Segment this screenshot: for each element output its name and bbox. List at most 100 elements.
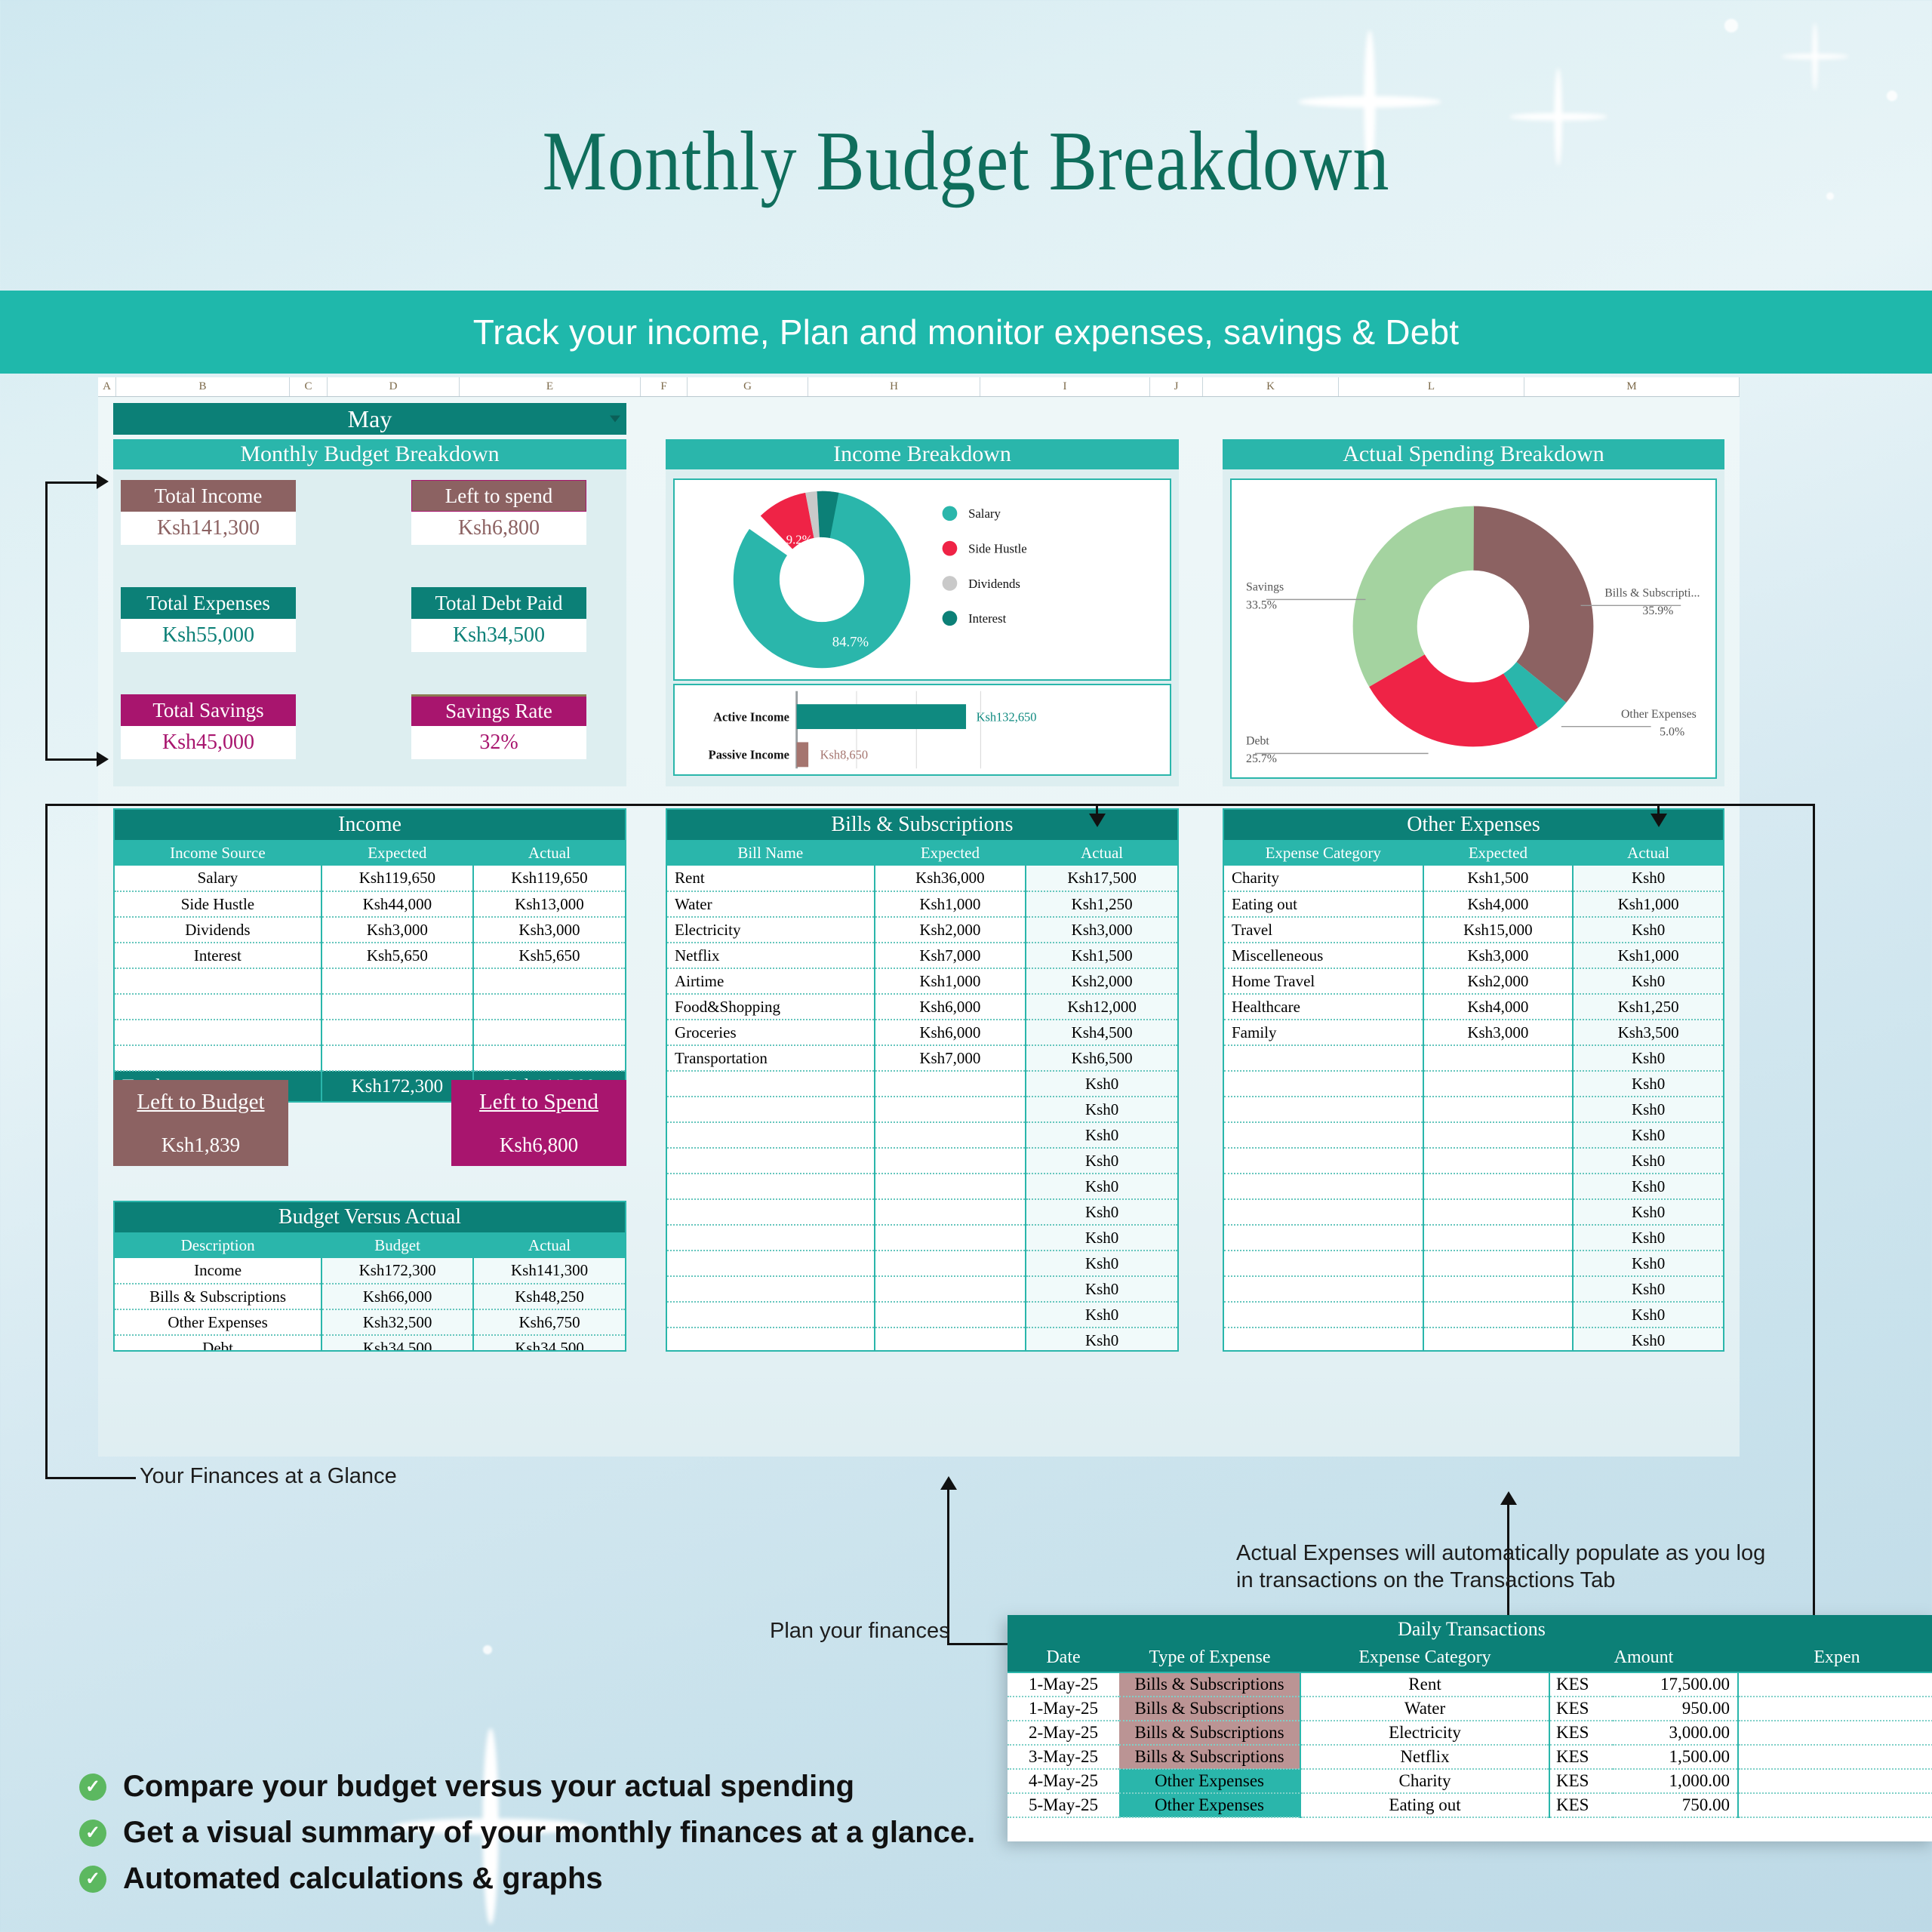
- other-expense-expected[interactable]: Ksh1,500: [1422, 866, 1574, 892]
- column-header-f[interactable]: F: [641, 377, 688, 396]
- income-actual[interactable]: [472, 994, 625, 1020]
- other-expense-expected[interactable]: [1422, 1199, 1574, 1226]
- bill-expected[interactable]: Ksh7,000: [873, 943, 1026, 969]
- bill-name[interactable]: Groceries: [667, 1020, 875, 1046]
- other-expense-name[interactable]: Healthcare: [1224, 994, 1423, 1020]
- bill-actual[interactable]: Ksh4,500: [1025, 1020, 1177, 1046]
- income-source[interactable]: Side Hustle: [115, 891, 321, 918]
- bill-expected[interactable]: [873, 1148, 1026, 1174]
- bill-expected[interactable]: [873, 1071, 1026, 1097]
- other-expense-name[interactable]: Miscelleneous: [1224, 943, 1423, 969]
- bill-expected[interactable]: [873, 1097, 1026, 1123]
- other-expense-name[interactable]: [1224, 1225, 1423, 1251]
- other-expense-name[interactable]: [1224, 1276, 1423, 1303]
- bill-expected[interactable]: [873, 1174, 1026, 1200]
- column-header-d[interactable]: D: [328, 377, 460, 396]
- income-source[interactable]: Dividends: [115, 917, 321, 943]
- income-expected[interactable]: Ksh44,000: [320, 891, 473, 918]
- income-actual[interactable]: Ksh5,650: [472, 943, 625, 969]
- txn-extra[interactable]: [1737, 1745, 1932, 1770]
- other-expense-expected[interactable]: [1422, 1148, 1574, 1174]
- bill-name[interactable]: [667, 1097, 875, 1123]
- txn-category[interactable]: Charity: [1300, 1769, 1549, 1794]
- txn-amount[interactable]: 1,500.00: [1613, 1745, 1738, 1770]
- other-expense-expected[interactable]: [1422, 1225, 1574, 1251]
- bill-name[interactable]: [667, 1327, 875, 1350]
- month-selector[interactable]: May: [113, 403, 626, 435]
- chevron-down-icon[interactable]: [610, 415, 620, 423]
- other-expense-actual[interactable]: Ksh0: [1572, 1097, 1723, 1123]
- bill-actual[interactable]: Ksh3,000: [1025, 917, 1177, 943]
- bill-actual[interactable]: Ksh0: [1025, 1276, 1177, 1303]
- txn-type[interactable]: Bills & Subscriptions: [1119, 1721, 1300, 1746]
- bill-actual[interactable]: Ksh0: [1025, 1071, 1177, 1097]
- other-expense-actual[interactable]: Ksh0: [1572, 1302, 1723, 1328]
- column-header-a[interactable]: A: [98, 377, 116, 396]
- other-expense-expected[interactable]: [1422, 1045, 1574, 1072]
- other-expense-expected[interactable]: [1422, 1302, 1574, 1328]
- other-expense-expected[interactable]: Ksh3,000: [1422, 943, 1574, 969]
- other-expense-actual[interactable]: Ksh0: [1572, 917, 1723, 943]
- bill-expected[interactable]: [873, 1251, 1026, 1277]
- bill-name[interactable]: [667, 1276, 875, 1303]
- txn-category[interactable]: Netflix: [1300, 1745, 1549, 1770]
- other-expense-expected[interactable]: Ksh4,000: [1422, 891, 1574, 918]
- txn-type[interactable]: Bills & Subscriptions: [1119, 1745, 1300, 1770]
- bill-expected[interactable]: Ksh36,000: [873, 866, 1026, 892]
- other-expense-actual[interactable]: Ksh0: [1572, 866, 1723, 892]
- other-expense-actual[interactable]: Ksh0: [1572, 1251, 1723, 1277]
- txn-amount[interactable]: 750.00: [1613, 1793, 1738, 1818]
- income-expected[interactable]: [320, 994, 473, 1020]
- column-header-k[interactable]: K: [1203, 377, 1339, 396]
- other-expense-name[interactable]: Travel: [1224, 917, 1423, 943]
- txn-category[interactable]: Eating out: [1300, 1793, 1549, 1818]
- column-header-i[interactable]: I: [980, 377, 1150, 396]
- income-expected[interactable]: [320, 1020, 473, 1046]
- bill-expected[interactable]: Ksh6,000: [873, 1020, 1026, 1046]
- bill-expected[interactable]: [873, 1302, 1026, 1328]
- other-expense-actual[interactable]: Ksh0: [1572, 1071, 1723, 1097]
- bill-actual[interactable]: Ksh0: [1025, 1199, 1177, 1226]
- other-expense-name[interactable]: [1224, 1148, 1423, 1174]
- income-expected[interactable]: Ksh3,000: [320, 917, 473, 943]
- other-expense-name[interactable]: Eating out: [1224, 891, 1423, 918]
- txn-date[interactable]: 2-May-25: [1008, 1721, 1119, 1746]
- bill-expected[interactable]: [873, 1225, 1026, 1251]
- other-expense-actual[interactable]: Ksh0: [1572, 1148, 1723, 1174]
- bill-expected[interactable]: [873, 1199, 1026, 1226]
- column-header-h[interactable]: H: [808, 377, 980, 396]
- bill-expected[interactable]: Ksh1,000: [873, 968, 1026, 995]
- bill-expected[interactable]: [873, 1276, 1026, 1303]
- income-expected[interactable]: Ksh119,650: [320, 866, 473, 892]
- txn-type[interactable]: Bills & Subscriptions: [1119, 1697, 1300, 1721]
- bill-expected[interactable]: [873, 1122, 1026, 1149]
- txn-date[interactable]: 1-May-25: [1008, 1672, 1119, 1697]
- txn-type[interactable]: Other Expenses: [1119, 1793, 1300, 1818]
- column-header-g[interactable]: G: [688, 377, 808, 396]
- other-expense-actual[interactable]: Ksh1,250: [1572, 994, 1723, 1020]
- other-expense-actual[interactable]: Ksh1,000: [1572, 943, 1723, 969]
- other-expense-name[interactable]: [1224, 1174, 1423, 1200]
- income-actual[interactable]: Ksh119,650: [472, 866, 625, 892]
- txn-category[interactable]: Water: [1300, 1697, 1549, 1721]
- txn-extra[interactable]: [1737, 1793, 1932, 1818]
- income-source[interactable]: [115, 968, 321, 995]
- bill-actual[interactable]: Ksh0: [1025, 1302, 1177, 1328]
- bill-expected[interactable]: Ksh2,000: [873, 917, 1026, 943]
- txn-extra[interactable]: [1737, 1672, 1932, 1697]
- txn-extra[interactable]: [1737, 1697, 1932, 1721]
- txn-type[interactable]: Other Expenses: [1119, 1769, 1300, 1794]
- other-expense-name[interactable]: [1224, 1045, 1423, 1072]
- bill-name[interactable]: Transportation: [667, 1045, 875, 1072]
- bill-expected[interactable]: Ksh6,000: [873, 994, 1026, 1020]
- bill-name[interactable]: Netflix: [667, 943, 875, 969]
- bill-actual[interactable]: Ksh0: [1025, 1327, 1177, 1350]
- other-expense-expected[interactable]: [1422, 1071, 1574, 1097]
- bill-name[interactable]: [667, 1225, 875, 1251]
- bill-name[interactable]: Electricity: [667, 917, 875, 943]
- other-expense-expected[interactable]: Ksh2,000: [1422, 968, 1574, 995]
- txn-date[interactable]: 3-May-25: [1008, 1745, 1119, 1770]
- bill-actual[interactable]: Ksh2,000: [1025, 968, 1177, 995]
- bill-name[interactable]: Airtime: [667, 968, 875, 995]
- other-expense-actual[interactable]: Ksh0: [1572, 1174, 1723, 1200]
